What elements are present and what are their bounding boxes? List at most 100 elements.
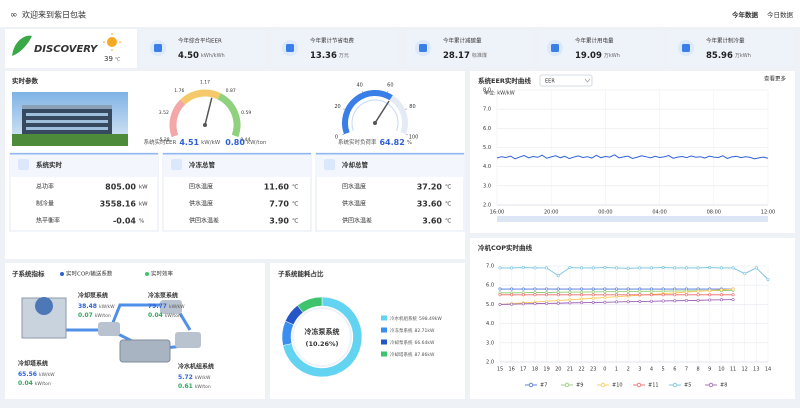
- x-tick-label: 17: [520, 367, 526, 373]
- gauge-secondary-unit: kW/ton: [247, 140, 267, 146]
- param-value: 3.90: [269, 217, 289, 226]
- series-point: [521, 266, 525, 270]
- param-value: 11.60: [264, 183, 290, 192]
- x-tick-label: 5: [662, 367, 665, 373]
- zoom-bar: [497, 216, 768, 222]
- dropdown[interactable]: [539, 74, 593, 87]
- equipment-illustration: [21, 297, 201, 363]
- series-point: [545, 287, 549, 291]
- kpi-icon-glyph: [286, 44, 294, 52]
- eff-value: 0.07: [78, 312, 93, 319]
- series-point: [708, 293, 712, 297]
- gauge-tick-label: 20: [334, 104, 340, 110]
- gauge-label: 系统实时负荷率: [338, 138, 377, 146]
- series-point: [684, 266, 688, 270]
- series-point: [731, 266, 735, 270]
- gauge-tick-label: 40: [356, 82, 362, 88]
- legend-swatch: [381, 315, 387, 321]
- gauge-scale-label: 0.59: [241, 110, 251, 116]
- x-tick-label: 00:00: [598, 210, 612, 216]
- series-point: [696, 293, 700, 297]
- kpi-unit: 万kWh: [604, 53, 620, 59]
- kpi-value: 4.50 kWh/kWh: [178, 51, 225, 61]
- dropdown-caret: [584, 78, 591, 83]
- series-point: [580, 293, 584, 297]
- gauge-label: 系统实时EER: [144, 138, 177, 146]
- series-point: [708, 266, 712, 270]
- series-point: [580, 297, 584, 301]
- tab[interactable]: 今年数据: [732, 10, 759, 19]
- eff-unit: kW/ton: [195, 384, 211, 390]
- x-tick-label: 13: [753, 367, 759, 373]
- eff-unit: kW/ton: [35, 381, 51, 387]
- param-unit: ℃: [292, 218, 298, 225]
- legend-label: #10: [612, 383, 623, 389]
- more-link[interactable]: 查看更多: [764, 75, 787, 83]
- header-title: 欢迎来到紫日包装: [22, 10, 86, 20]
- gauge-tick: [342, 134, 345, 136]
- series-point: [684, 299, 688, 303]
- param-value: 7.70: [269, 200, 289, 209]
- x-tick-label: 1: [615, 367, 618, 373]
- series-point: [568, 266, 572, 270]
- kpi-unit: 万元: [339, 53, 349, 59]
- kpi-card: [140, 30, 267, 67]
- gauge-scale-label: 5.28: [160, 137, 170, 143]
- legend-swatch: [381, 339, 387, 345]
- param-unit: ℃: [445, 184, 451, 191]
- kpi-number: 85.96: [706, 51, 733, 61]
- brand-logo: DISCOVERY: [34, 44, 99, 55]
- gauge-scale-label: 3.52: [159, 110, 169, 116]
- panel-title: 子系统能耗占比: [278, 269, 324, 278]
- temperature: 39 ℃: [104, 55, 121, 63]
- series-point: [556, 293, 560, 297]
- eff-value: 0.04: [148, 312, 163, 319]
- param-card-title: 冷却总管: [342, 160, 369, 169]
- param-value: 37.20: [417, 183, 443, 192]
- legend-value: 598.49kW: [419, 316, 442, 322]
- series-point: [673, 266, 677, 270]
- gauge-tick-label: 80: [409, 104, 415, 110]
- legend-label: 冷水机组系统 598.49kW: [390, 315, 442, 322]
- series-point: [708, 298, 712, 302]
- param-unit: ℃: [445, 218, 451, 225]
- kpi-unit: 标准煤: [472, 52, 487, 59]
- x-tick-label: 08:00: [707, 210, 721, 216]
- kpi-card: [405, 30, 532, 67]
- legend-label: #7: [540, 383, 547, 389]
- param-value: 3.60: [422, 217, 442, 226]
- param-value: 3558.16: [100, 200, 137, 209]
- gauge-readout: 系统实时负荷率 64.82%: [338, 138, 412, 147]
- param-card-head: [316, 153, 464, 177]
- header-bar: [0, 0, 800, 27]
- x-tick-label: 0: [603, 367, 606, 373]
- pie-center-value: (10.26%): [305, 340, 338, 348]
- series-point: [649, 289, 653, 293]
- series-point: [498, 302, 502, 306]
- series-point: [626, 287, 630, 291]
- kpi-icon-glyph: [419, 44, 427, 52]
- legend-value: 66.64kW: [415, 340, 435, 346]
- series-point: [591, 287, 595, 291]
- param-value: 33.60: [417, 200, 443, 209]
- gauge-hub: [203, 123, 207, 127]
- kpi-label: 今年累计用电量: [575, 37, 614, 45]
- x-tick-label: 21: [567, 367, 573, 373]
- param-value: 805.00: [105, 183, 136, 192]
- series-point: [568, 287, 572, 291]
- series-point: [521, 287, 525, 291]
- tab[interactable]: 今日数据: [767, 10, 794, 19]
- cop-unit: kW/kW: [195, 375, 211, 381]
- legend-label: #11: [648, 383, 659, 389]
- gauge-readout: 系统实时EER 4.51 kW/kW 0.80 kW/ton: [144, 138, 267, 147]
- series-point: [568, 298, 572, 302]
- series-point: [533, 266, 537, 270]
- kpi-card: [537, 30, 664, 67]
- gauge-hub: [373, 121, 377, 125]
- series-point: [521, 302, 525, 306]
- series-point: [661, 293, 665, 297]
- series-point: [684, 290, 688, 294]
- x-tick-label: 19: [543, 367, 549, 373]
- x-tick-label: 10: [718, 367, 724, 373]
- param-unit: kW: [139, 185, 148, 191]
